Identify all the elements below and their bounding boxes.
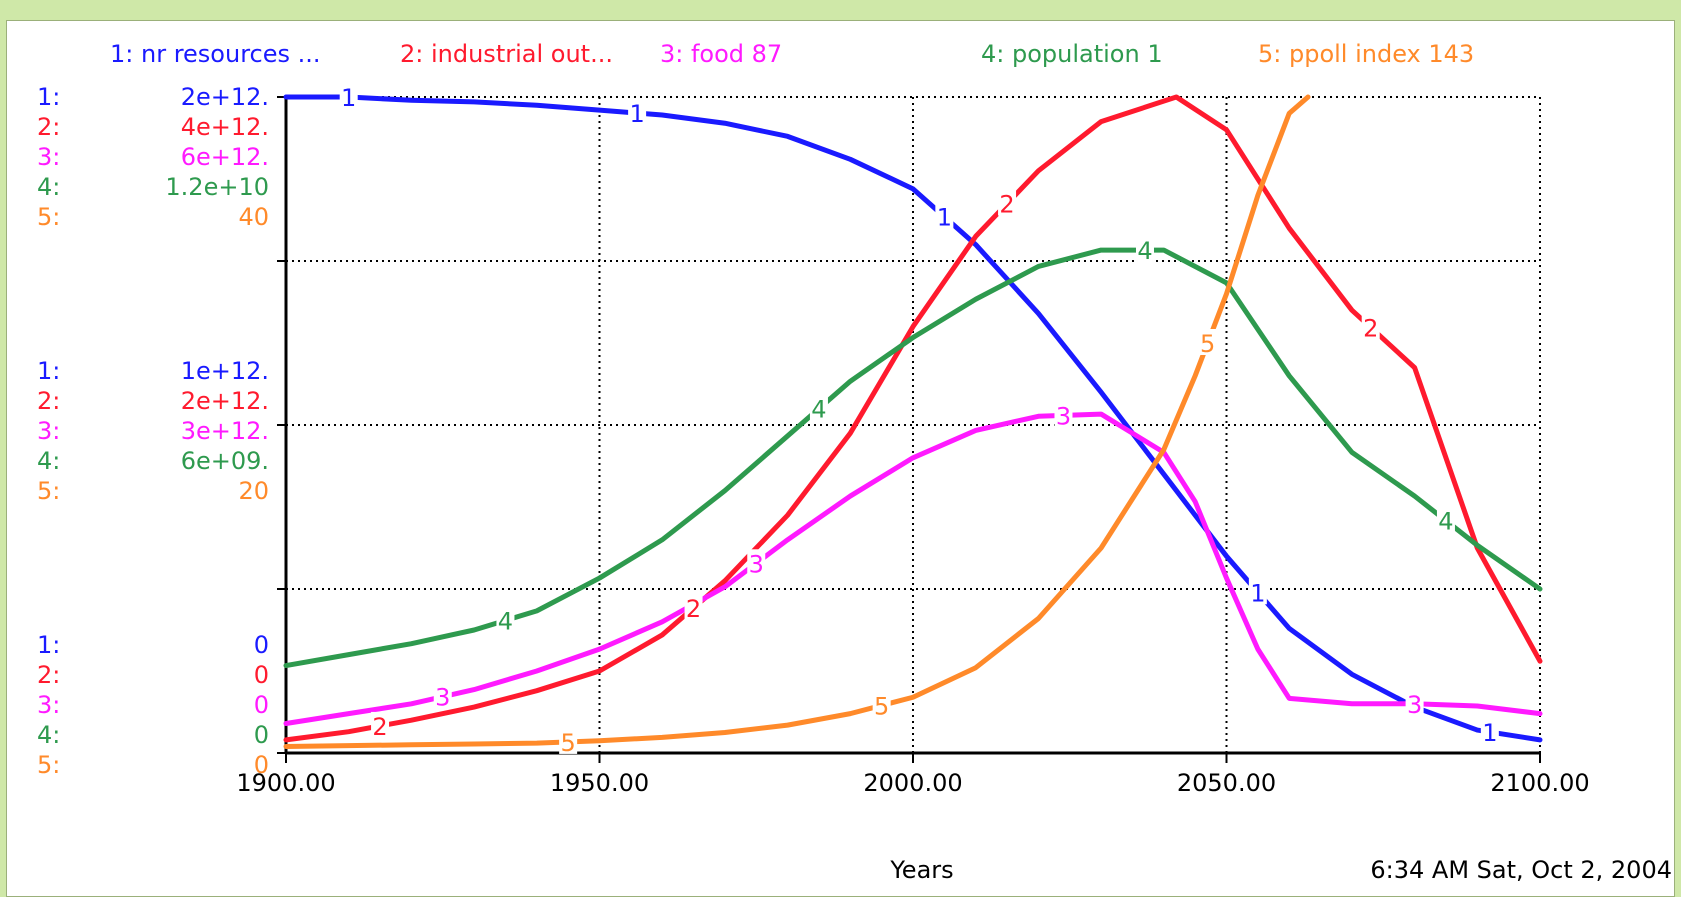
series-marker-bg	[371, 711, 390, 738]
y-axis-scale-labels: 1: 2e+12. 2: 4e+12. 3: 6e+12. 4: 1.2e+10 5: 40 1: 1…	[37, 83, 269, 779]
series-marker-bg	[872, 691, 891, 718]
y-scale-tag: 2:	[37, 661, 60, 689]
series-line-5	[283, 94, 1311, 749]
y-scale-tag: 1:	[37, 631, 60, 659]
y-scale-tag: 5:	[37, 477, 60, 505]
y-scale-label: 1.2e+10	[165, 173, 269, 201]
y-scale-tag: 5:	[37, 751, 60, 779]
legend: 1: nr resources ... 2: industrial out... 3…	[110, 40, 1474, 68]
chart-frame: 1 1 1 1 1 2 2 2 2 3 3 3 3 4 4 4 4 5 5 5 1: nr resources ...…	[6, 20, 1675, 897]
series-marker-1: 1	[1250, 579, 1265, 607]
legend-entry-2: 2: industrial out...	[400, 40, 613, 68]
y-scale-label: 2e+12.	[181, 83, 269, 111]
series-marker-3: 3	[749, 550, 764, 578]
series-marker-bg	[684, 593, 703, 620]
series-marker-4: 4	[811, 396, 826, 424]
series-marker-bg	[1405, 689, 1424, 716]
series-marker-5: 5	[1200, 330, 1215, 358]
y-scale-label: 0	[254, 661, 269, 689]
x-tick-label: 2100.00	[1490, 769, 1589, 797]
series-marker-2: 2	[1363, 314, 1378, 342]
series-marker-bg	[1361, 313, 1380, 340]
y-scale-tag: 4:	[37, 447, 60, 475]
timestamp: 6:34 AM Sat, Oct 2, 2004	[1370, 856, 1672, 884]
series-marker-1: 1	[937, 204, 952, 232]
y-scale-label: 6e+09.	[181, 447, 269, 475]
x-tick-label: 1950.00	[550, 769, 649, 797]
y-scale-tag: 5:	[37, 203, 60, 231]
legend-entry-1: 1: nr resources ...	[110, 40, 321, 68]
series-marker-4: 4	[498, 607, 513, 635]
y-scale-tag: 4:	[37, 173, 60, 201]
x-tick-label: 2050.00	[1177, 769, 1276, 797]
y-scale-label: 0	[254, 721, 269, 749]
series-marker-bg	[998, 189, 1017, 216]
series-marker-3: 3	[1407, 691, 1422, 719]
y-scale-label: 6e+12.	[181, 143, 269, 171]
y-scale-tag: 3:	[37, 143, 60, 171]
y-scale-label: 0	[254, 691, 269, 719]
series-marker-bg	[747, 549, 766, 576]
series-marker-bg	[1436, 506, 1455, 533]
legend-entry-3: 3: food 87	[660, 40, 782, 68]
series-marker-bg	[559, 727, 578, 754]
y-scale-label: 20	[238, 477, 269, 505]
y-scale-tag: 2:	[37, 387, 60, 415]
series-marker-bg	[433, 682, 452, 709]
y-scale-tag: 2:	[37, 113, 60, 141]
series-marker-3: 3	[1056, 402, 1071, 430]
y-scale-tag: 3:	[37, 417, 60, 445]
y-scale-label: 0	[254, 631, 269, 659]
y-scale-label: 3e+12.	[181, 417, 269, 445]
x-tick-labels: 1900.00 1950.00 2000.00 2050.00 2100.00	[236, 769, 1589, 797]
y-scale-label: 1e+12.	[181, 357, 269, 385]
series-marker-bg	[1248, 578, 1267, 605]
series-markers: 1 1 1 1 1 2 2 2 2 3 3 3 3 4 4 4 4 5 5 5	[339, 83, 1499, 757]
series-marker-2: 2	[999, 191, 1014, 219]
series-marker-1: 1	[1482, 719, 1497, 747]
axes	[277, 96, 1541, 763]
legend-entry-4: 4: population 1	[981, 40, 1163, 68]
y-scale-tag: 4:	[37, 721, 60, 749]
series-line-2	[283, 94, 1543, 743]
series-marker-bg	[628, 99, 647, 126]
y-scale-tag: 1:	[37, 357, 60, 385]
series-marker-1: 1	[629, 100, 644, 128]
legend-entry-5: 5: ppoll index 143	[1258, 40, 1474, 68]
x-tick-label: 1900.00	[236, 769, 335, 797]
series-marker-2: 2	[372, 713, 387, 741]
series-marker-4: 4	[1438, 508, 1453, 536]
grid	[286, 96, 1541, 753]
series-marker-bg	[1198, 329, 1217, 355]
series-marker-4: 4	[1137, 237, 1152, 265]
series-marker-5: 5	[874, 692, 889, 720]
series-marker-bg	[1054, 401, 1073, 428]
y-scale-tag: 3:	[37, 691, 60, 719]
series-marker-3: 3	[435, 684, 450, 712]
series-marker-bg	[1480, 718, 1499, 745]
y-scale-label: 0	[254, 751, 269, 779]
y-scale-label: 2e+12.	[181, 387, 269, 415]
x-tick-label: 2000.00	[863, 769, 962, 797]
line-chart: 1 1 1 1 1 2 2 2 2 3 3 3 3 4 4 4 4 5 5 5 1: nr resources ...…	[37, 40, 1672, 884]
series-marker-bg	[935, 202, 954, 229]
series-marker-1: 1	[341, 84, 356, 112]
y-scale-tag: 1:	[37, 83, 60, 111]
x-axis-label: Years	[889, 856, 953, 884]
series-marker-bg	[496, 606, 515, 633]
series-line-3	[283, 411, 1543, 726]
series-marker-bg	[339, 83, 358, 109]
series-marker-2: 2	[686, 595, 701, 623]
series-line-4	[283, 247, 1543, 669]
y-scale-label: 40	[238, 203, 269, 231]
series-line-1	[283, 94, 1543, 743]
series-marker-5: 5	[561, 729, 576, 757]
series-marker-bg	[809, 394, 828, 421]
y-scale-label: 4e+12.	[181, 113, 269, 141]
series-marker-bg	[1135, 236, 1154, 263]
